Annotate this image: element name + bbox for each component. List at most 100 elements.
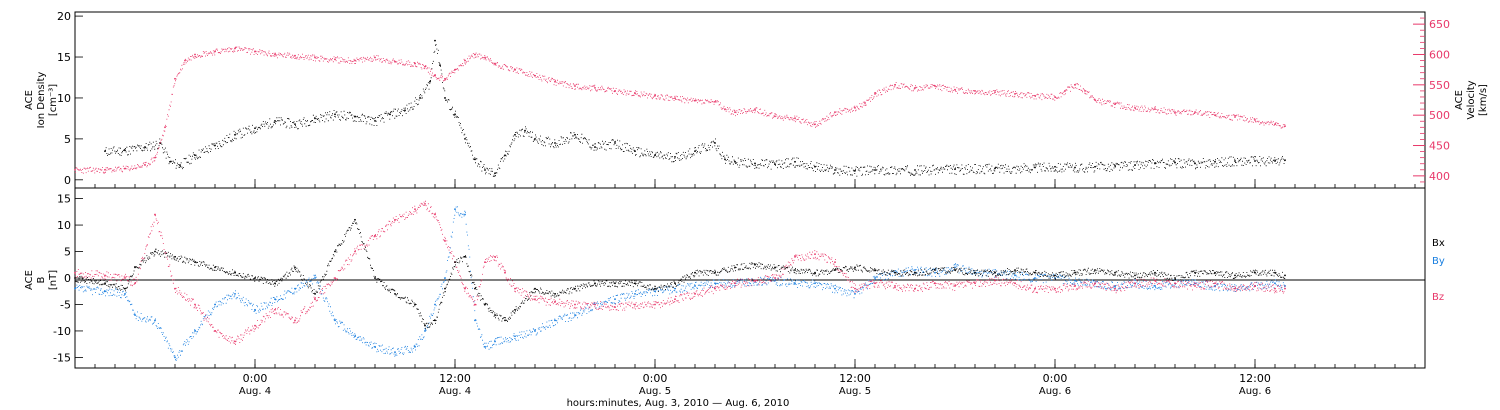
top-right-tick-label: 450 bbox=[1429, 140, 1450, 153]
point-bz bbox=[274, 308, 276, 311]
point-bz bbox=[974, 282, 976, 285]
point-bz bbox=[124, 277, 126, 279]
top-left-tick-label: 0 bbox=[64, 174, 71, 187]
point-ion-density bbox=[1074, 166, 1076, 169]
point-bx bbox=[1234, 274, 1236, 277]
x-tick-time: 0:00 bbox=[1043, 372, 1068, 385]
scatter-ion-density bbox=[105, 44, 1286, 178]
top-right-label-line3: [km/s] bbox=[1478, 84, 1489, 116]
point-ion-density bbox=[694, 150, 696, 153]
point-by bbox=[514, 335, 516, 338]
top-left-tick-label: 5 bbox=[64, 133, 71, 146]
point-bx bbox=[714, 271, 716, 274]
point-ion-density bbox=[754, 162, 756, 165]
top-left-label-line2: Ion Density bbox=[36, 72, 47, 129]
point-ion-density bbox=[1214, 160, 1216, 163]
x-tick-date: Aug. 5 bbox=[639, 386, 671, 397]
point-bz bbox=[674, 298, 676, 301]
point-by bbox=[464, 213, 466, 216]
point-velocity bbox=[1154, 108, 1156, 111]
x-tick-date: Aug. 4 bbox=[439, 386, 471, 397]
point-velocity bbox=[864, 102, 866, 104]
x-tick-time: 12:00 bbox=[439, 372, 471, 385]
point-bx bbox=[794, 269, 796, 271]
point-bz bbox=[434, 213, 436, 216]
point-velocity bbox=[734, 111, 736, 114]
x-tick-date: Aug. 4 bbox=[239, 386, 271, 397]
top-right-label-line2: Velocity bbox=[1466, 80, 1477, 119]
top-left-tick-label: 20 bbox=[57, 10, 71, 23]
point-bz bbox=[994, 279, 996, 282]
point-ion-density bbox=[714, 142, 716, 144]
top-left-tick-label: 15 bbox=[57, 51, 71, 64]
point-bz bbox=[464, 287, 466, 290]
top-right-tick-label: 600 bbox=[1429, 48, 1450, 61]
point-by bbox=[234, 292, 236, 295]
x-tick-time: 0:00 bbox=[643, 372, 668, 385]
x-tick-date: Aug. 5 bbox=[839, 386, 871, 397]
top-left-label-line1: ACE bbox=[24, 90, 35, 110]
point-bx bbox=[854, 266, 856, 269]
scatter-bx bbox=[75, 219, 1286, 329]
bottom-left-tick-label: -5 bbox=[60, 298, 71, 311]
top-panel-frame bbox=[74, 11, 1426, 189]
top-right-tick-label: 400 bbox=[1429, 170, 1450, 183]
point-bz bbox=[1274, 287, 1276, 290]
point-by bbox=[484, 345, 486, 348]
point-ion-density bbox=[389, 113, 391, 116]
point-ion-density bbox=[874, 169, 876, 171]
series-ion-density bbox=[104, 39, 1286, 178]
point-bx bbox=[504, 319, 506, 322]
point-bz bbox=[294, 319, 296, 322]
series-velocity bbox=[74, 46, 1286, 174]
point-bz bbox=[424, 202, 426, 205]
point-bz bbox=[374, 234, 376, 237]
point-velocity bbox=[274, 53, 276, 56]
point-ion-density bbox=[104, 150, 106, 153]
point-bx bbox=[1254, 271, 1256, 274]
point-ion-density bbox=[454, 113, 456, 116]
legend-bz: Bz bbox=[1432, 292, 1444, 303]
point-velocity bbox=[154, 156, 156, 159]
point-ion-density bbox=[404, 109, 406, 112]
point-ion-density bbox=[574, 133, 576, 136]
point-ion-density bbox=[514, 133, 516, 136]
bottom-left-tick-label: 5 bbox=[64, 246, 71, 259]
point-bz bbox=[954, 285, 956, 287]
point-velocity bbox=[174, 77, 176, 80]
point-bx bbox=[254, 277, 256, 279]
point-ion-density bbox=[1174, 161, 1176, 164]
series-bx bbox=[74, 218, 1286, 329]
point-bz bbox=[1114, 287, 1116, 290]
bottom-left-tick-label: 10 bbox=[57, 219, 71, 232]
point-velocity bbox=[1284, 125, 1286, 127]
bottom-panel-frame bbox=[74, 187, 1426, 369]
point-bz bbox=[514, 287, 516, 290]
point-velocity bbox=[1254, 119, 1256, 121]
point-bz bbox=[314, 298, 316, 301]
point-bz bbox=[1284, 287, 1286, 290]
point-velocity bbox=[1174, 111, 1176, 114]
x-tick-time: 12:00 bbox=[839, 372, 871, 385]
point-velocity bbox=[974, 89, 976, 92]
point-velocity bbox=[1014, 93, 1016, 95]
point-bx bbox=[474, 287, 476, 290]
point-bx bbox=[444, 287, 446, 290]
point-bz bbox=[504, 271, 506, 274]
point-bz bbox=[74, 271, 76, 274]
point-by bbox=[454, 208, 456, 211]
bottom-left-axis: -15 -10 -5 0 5 10 15 bbox=[53, 193, 83, 364]
point-bx bbox=[74, 277, 76, 279]
point-ion-density bbox=[524, 129, 526, 132]
x-tick-date: Aug. 6 bbox=[1039, 386, 1071, 397]
point-velocity bbox=[1234, 116, 1236, 118]
point-velocity bbox=[194, 53, 196, 56]
point-ion-density bbox=[554, 142, 556, 144]
bottom-left-tick-label: -15 bbox=[53, 351, 71, 364]
point-by bbox=[424, 330, 426, 332]
point-ion-density bbox=[1254, 160, 1256, 162]
series-bz bbox=[74, 200, 1286, 345]
point-by bbox=[794, 282, 796, 285]
